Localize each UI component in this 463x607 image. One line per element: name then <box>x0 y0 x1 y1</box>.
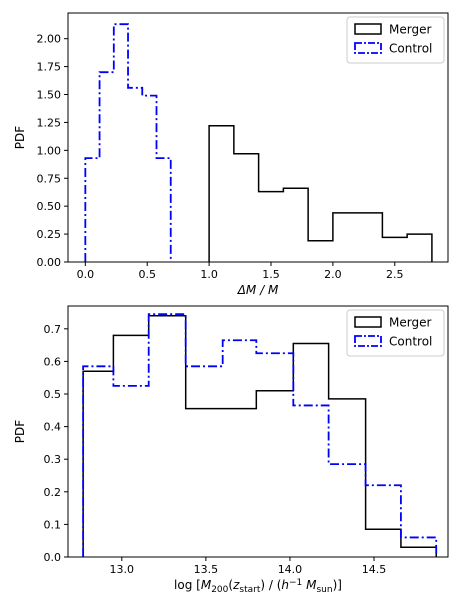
plot-frame <box>67 305 449 558</box>
x-tick-label: 0.0 <box>77 268 95 281</box>
x-tick-label: 0.5 <box>138 268 156 281</box>
legend: Merger Control <box>346 309 445 357</box>
x-tick-label: 1.0 <box>200 268 218 281</box>
y-tick-label: 0.75 <box>37 172 62 185</box>
x-tick-label: 2.5 <box>386 268 404 281</box>
y-tick-label: 0.25 <box>37 228 62 241</box>
legend-swatch-control <box>354 335 382 347</box>
y-tick-label: 0.5 <box>44 388 62 401</box>
legend-label-control: Control <box>389 42 432 56</box>
x-tick-label: 13.0 <box>110 563 135 576</box>
plot-frame <box>67 12 449 263</box>
y-tick-label: 1.75 <box>37 61 62 74</box>
y-tick-label: 1.50 <box>37 89 62 102</box>
y-tick-label: 1.25 <box>37 116 62 129</box>
chart-panel-1: 0.0 0.5 1.0 1.5 2.0 2.5 0.00 0.25 0.50 0.75 1.00 1.… <box>13 12 449 297</box>
x-tick-label: 14.5 <box>362 563 387 576</box>
y-axis-label: PDF <box>13 420 27 443</box>
x-tick-label: 1.5 <box>262 268 280 281</box>
y-tick-label: 0.1 <box>44 518 62 531</box>
legend: Merger Control <box>346 16 445 64</box>
y-tick-label: 1.00 <box>37 144 62 157</box>
y-tick-label: 0.00 <box>37 256 62 269</box>
legend-swatch-merger <box>354 23 382 35</box>
series-control-histogram <box>82 313 438 557</box>
legend-swatch-control <box>354 42 382 54</box>
legend-label-control: Control <box>389 335 432 349</box>
legend-label-merger: Merger <box>389 23 431 37</box>
y-tick-label: 2.00 <box>37 33 62 46</box>
chart-panel-2: 13.0 13.5 14.0 14.5 0.0 0.1 0.2 0.3 0.4 0.5 0.6 0.7… <box>13 305 449 595</box>
series-merger-histogram <box>208 125 433 262</box>
legend-label-merger: Merger <box>389 316 431 330</box>
y-axis-label: PDF <box>13 126 27 149</box>
y-tick-label: 0.2 <box>44 486 62 499</box>
y-tick-label: 0.50 <box>37 200 62 213</box>
x-axis-label: log [M200(zstart) / (h−1 Msun)] <box>174 578 342 595</box>
x-tick-label: 2.0 <box>324 268 342 281</box>
y-tick-label: 0.3 <box>44 453 62 466</box>
y-tick-label: 0.4 <box>44 421 62 434</box>
series-merger-histogram <box>82 315 437 557</box>
y-tick-label: 0.6 <box>44 355 62 368</box>
legend-swatch-merger <box>354 316 382 328</box>
legend-box <box>346 309 445 357</box>
y-tick-label: 0.7 <box>44 323 62 336</box>
x-axis-label: ΔM / M <box>237 283 279 297</box>
y-tick-label: 0.0 <box>44 551 62 564</box>
x-tick-label: 14.0 <box>278 563 303 576</box>
legend-box <box>346 16 445 64</box>
x-tick-label: 13.5 <box>194 563 219 576</box>
series-control-histogram <box>84 23 172 262</box>
